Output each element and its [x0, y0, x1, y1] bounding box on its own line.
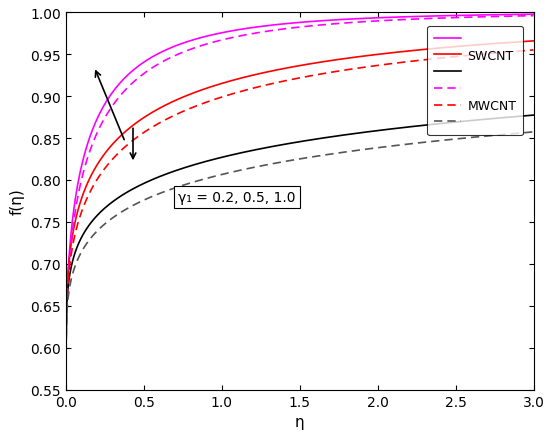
Legend: , SWCNT, , , MWCNT, : , SWCNT, , , MWCNT, [427, 27, 522, 136]
Text: γ₁ = 0.2, 0.5, 1.0: γ₁ = 0.2, 0.5, 1.0 [178, 191, 296, 205]
X-axis label: η: η [295, 414, 305, 429]
Y-axis label: f(η): f(η) [10, 188, 25, 215]
